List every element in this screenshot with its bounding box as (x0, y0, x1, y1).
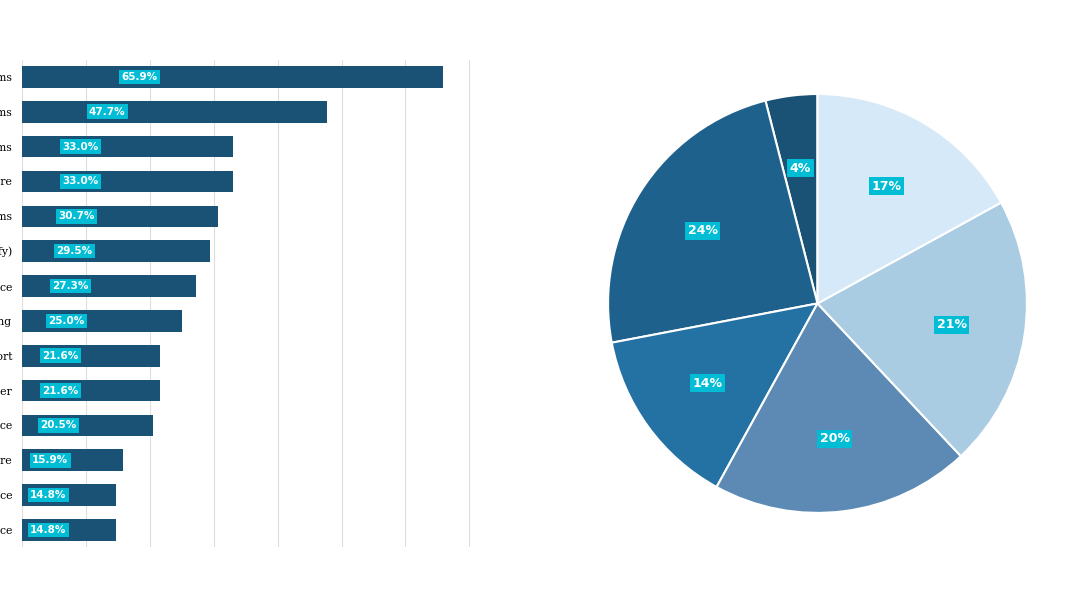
Text: 20%: 20% (820, 432, 849, 445)
Text: 47.7%: 47.7% (89, 107, 125, 117)
Bar (22, 449, 123, 471)
Wedge shape (608, 101, 818, 343)
Text: 21.6%: 21.6% (43, 350, 78, 361)
Bar (22, 310, 182, 331)
Bar (22, 275, 196, 297)
Text: 21.6%: 21.6% (43, 386, 78, 396)
Text: 4%: 4% (790, 162, 811, 175)
Text: 33.0%: 33.0% (63, 177, 99, 186)
Bar (22, 66, 444, 87)
Text: 33.0%: 33.0% (63, 142, 99, 152)
Text: 17%: 17% (872, 180, 901, 193)
Text: 30.7%: 30.7% (59, 211, 95, 221)
Text: 24%: 24% (688, 224, 717, 237)
Text: 27.3%: 27.3% (52, 281, 89, 291)
Bar (22, 519, 117, 541)
Bar (22, 205, 218, 227)
Wedge shape (818, 94, 1001, 303)
Text: 25.0%: 25.0% (48, 316, 85, 326)
Wedge shape (716, 303, 961, 513)
Bar (22, 171, 233, 192)
Text: 21%: 21% (937, 318, 967, 331)
Wedge shape (611, 303, 818, 487)
Bar (22, 380, 160, 402)
Text: 29.5%: 29.5% (57, 246, 93, 256)
Bar (22, 415, 153, 436)
Text: 20.5%: 20.5% (40, 421, 76, 430)
Bar (22, 136, 233, 158)
Wedge shape (765, 94, 818, 303)
Text: 14%: 14% (692, 377, 723, 390)
Bar (22, 240, 210, 262)
Bar (22, 101, 327, 123)
Wedge shape (818, 202, 1027, 456)
Text: 65.9%: 65.9% (122, 72, 158, 82)
Text: 14.8%: 14.8% (31, 490, 66, 500)
Text: 14.8%: 14.8% (31, 525, 66, 535)
Bar (22, 484, 117, 506)
Bar (22, 345, 160, 367)
Text: 15.9%: 15.9% (33, 455, 69, 465)
